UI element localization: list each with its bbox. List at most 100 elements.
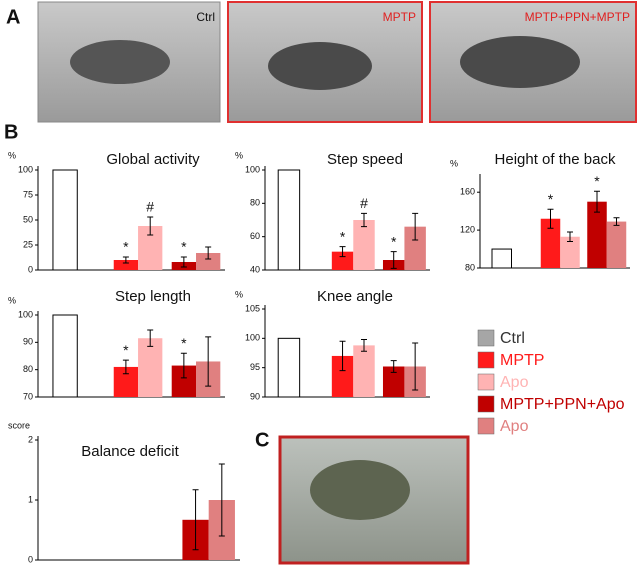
legend-swatch [477, 395, 495, 413]
chart-title: Balance deficit [81, 443, 179, 460]
legend-swatch [477, 351, 495, 369]
significance-mark: * [340, 228, 346, 244]
y-tick-label: 80 [465, 262, 475, 272]
error-bar [339, 340, 346, 372]
y-tick-label: 0 [28, 264, 33, 274]
legend-label: Apo [500, 374, 529, 391]
photo-subject [310, 460, 410, 520]
bar [560, 236, 580, 268]
bar [331, 251, 354, 270]
photo-subject [460, 36, 580, 88]
legend-label: MPTP+PPN+Apo [500, 396, 625, 413]
bar [277, 169, 301, 271]
error-bar [122, 359, 129, 375]
y-tick-label: 70 [23, 391, 33, 401]
error-bar [594, 190, 600, 213]
legend-swatch [477, 417, 495, 435]
y-tick-label: 1 [28, 494, 33, 504]
y-tick-label: 80 [23, 364, 33, 374]
bar [196, 253, 221, 270]
y-axis-label: % [8, 150, 16, 160]
photo-subject [70, 40, 170, 84]
y-axis-label: % [450, 158, 458, 168]
significance-mark: # [360, 195, 368, 211]
photo-label: Ctrl [196, 10, 215, 24]
error-bar [361, 212, 367, 228]
legend-label: Apo [500, 418, 529, 435]
y-tick-label: 0 [28, 554, 33, 564]
error-bar [567, 231, 573, 242]
panel-letter: B [4, 121, 18, 143]
y-axis-label: % [235, 150, 243, 160]
photo-label: MPTP+PPN+MPTP [525, 10, 630, 24]
bar [606, 221, 627, 268]
y-tick-label: 80 [250, 198, 260, 208]
significance-mark: * [181, 335, 187, 351]
y-tick-label: 60 [250, 231, 260, 241]
significance-mark: * [548, 191, 554, 207]
chart-title: Height of the back [495, 151, 616, 168]
chart-title: Step speed [327, 151, 403, 168]
y-tick-label: 90 [250, 391, 260, 401]
significance-mark: # [146, 199, 154, 215]
y-tick-label: 120 [460, 224, 475, 234]
significance-mark: * [181, 239, 187, 255]
significance-mark: * [123, 342, 129, 358]
error-bar [547, 208, 554, 229]
y-tick-label: 75 [23, 189, 33, 199]
y-tick-label: 100 [245, 333, 260, 343]
y-tick-label: 40 [250, 264, 260, 274]
legend-swatch [477, 373, 495, 391]
bar [491, 248, 512, 269]
y-tick-label: 90 [23, 337, 33, 347]
error-bar [390, 360, 397, 373]
legend-label: Ctrl [500, 330, 525, 347]
chart-title: Global activity [106, 151, 200, 168]
y-tick-label: 100 [245, 164, 260, 174]
bar [353, 345, 375, 397]
legend-swatch [477, 329, 495, 347]
error-bar [122, 256, 129, 264]
y-axis-label: score [8, 420, 30, 430]
bar [382, 366, 405, 397]
y-tick-label: 25 [23, 239, 33, 249]
error-bar [180, 352, 187, 379]
photo-label: MPTP [383, 10, 416, 24]
significance-mark: * [391, 233, 397, 249]
chart-title: Step length [115, 288, 191, 305]
error-bar [147, 329, 154, 347]
y-tick-label: 2 [28, 434, 33, 444]
chart-title: Knee angle [317, 288, 393, 305]
panel-letter: A [6, 6, 20, 28]
y-axis-label: % [235, 289, 243, 299]
bar [404, 226, 426, 270]
error-bar [412, 342, 419, 391]
bar [52, 169, 78, 271]
photo-subject [268, 42, 372, 90]
y-tick-label: 105 [245, 303, 260, 313]
y-tick-label: 95 [250, 362, 260, 372]
y-tick-label: 100 [18, 164, 33, 174]
bar [540, 218, 561, 268]
error-bar [412, 212, 419, 241]
bar [331, 355, 354, 397]
bar [587, 201, 607, 268]
bar [113, 260, 139, 270]
error-bar [361, 339, 367, 352]
error-bar [192, 489, 199, 551]
error-bar [205, 246, 212, 260]
error-bar [218, 463, 225, 537]
y-tick-label: 50 [23, 214, 33, 224]
error-bar [339, 246, 346, 258]
panel-letter: C [255, 429, 269, 451]
error-bar [147, 216, 154, 236]
y-tick-label: 160 [460, 187, 475, 197]
y-axis-label: % [8, 295, 16, 305]
y-tick-label: 100 [18, 309, 33, 319]
error-bar [205, 336, 212, 387]
bar [138, 338, 163, 397]
bar [52, 314, 78, 398]
error-bar [390, 251, 397, 269]
legend-label: MPTP [500, 352, 544, 369]
